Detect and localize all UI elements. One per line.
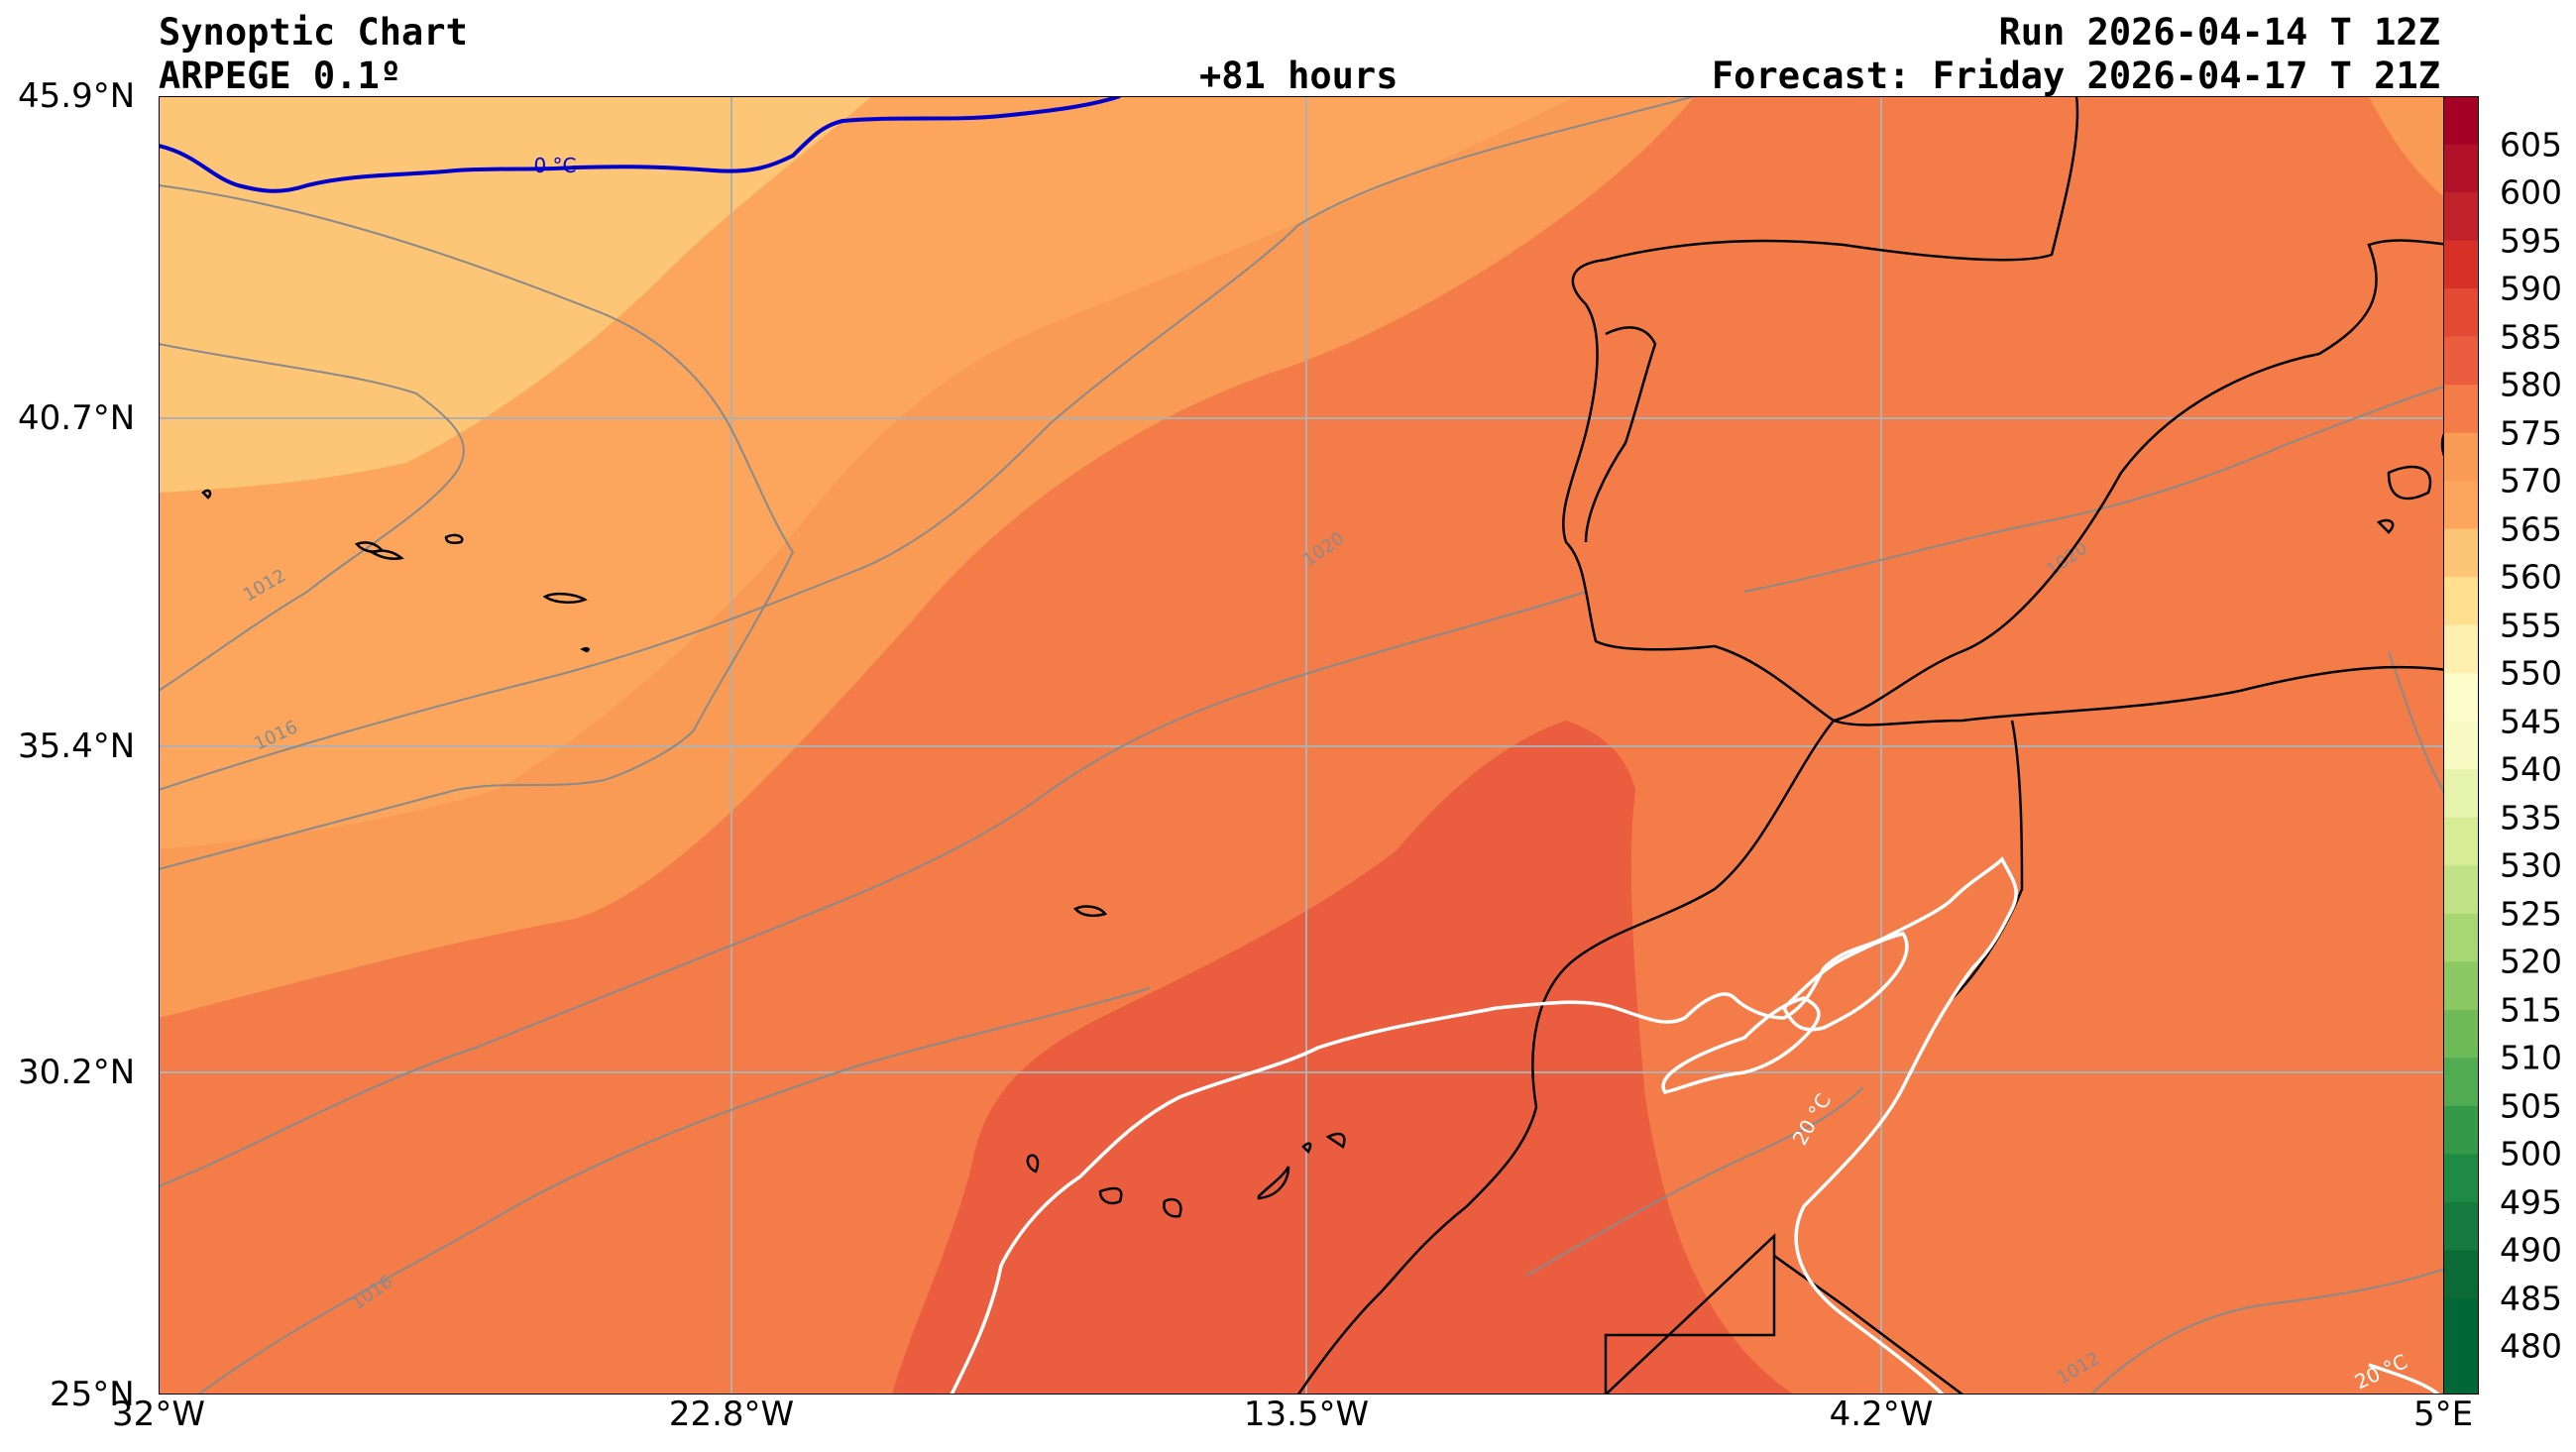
lon-label-4-2w: 4.2°W <box>1829 1395 1934 1434</box>
colorbar-tick-label: 490 <box>2500 1230 2562 1270</box>
colorbar-tick-label: 530 <box>2500 845 2562 885</box>
colorbar-tick-label: 590 <box>2500 269 2562 308</box>
colorbar-cell <box>2443 528 2479 579</box>
colorbar-cell <box>2443 1009 2479 1060</box>
colorbar-tick-label: 580 <box>2500 365 2562 404</box>
lon-label-32w: 32°W <box>112 1395 205 1434</box>
colorbar-tick-label: 565 <box>2500 509 2562 549</box>
colorbar-cell <box>2443 817 2479 867</box>
colorbar-cell <box>2443 1250 2479 1299</box>
colorbar-cell <box>2443 961 2479 1011</box>
colorbar-tick-label: 600 <box>2500 172 2562 212</box>
map-panel: 1012 1016 1016 1020 1020 1012 <box>159 96 2454 1395</box>
colorbar-tick-label: 485 <box>2500 1279 2562 1318</box>
lon-label-22-8w: 22.8°W <box>668 1395 795 1434</box>
colorbar-tick-label: 595 <box>2500 221 2562 261</box>
colorbar-cell <box>2443 192 2479 242</box>
colorbar-tick-label: 550 <box>2500 653 2562 693</box>
lead-time: +81 hours <box>1199 55 1399 97</box>
colorbar-tick-label: 560 <box>2500 557 2562 597</box>
colorbar-tick-label: 510 <box>2500 1038 2562 1077</box>
forecast-time: Forecast: Friday 2026-04-17 T 21Z <box>1711 55 2440 97</box>
colorbar-cell <box>2443 288 2479 338</box>
band-555-560 <box>159 96 872 493</box>
run-time: Run 2026-04-14 T 12Z <box>1998 11 2440 54</box>
colorbar-tick-label: 525 <box>2500 894 2562 934</box>
colorbar-tick-label: 605 <box>2500 125 2562 165</box>
colorbar-cell <box>2443 673 2479 723</box>
colorbar-cell <box>2443 385 2479 434</box>
colorbar-tick-label: 520 <box>2500 942 2562 981</box>
lon-label-13-5w: 13.5°W <box>1243 1395 1370 1434</box>
lat-label-35-4: 35.4°N <box>18 726 136 766</box>
isobars <box>159 96 2454 1395</box>
colorbar-tick-label: 495 <box>2500 1182 2562 1222</box>
band-575-580 <box>892 721 1794 1395</box>
lat-label-30-2: 30.2°N <box>18 1053 136 1092</box>
freezing-isotherm <box>159 96 1121 193</box>
colorbar-cell <box>2443 240 2479 290</box>
colorbar-cell <box>2443 721 2479 771</box>
colorbar-cell <box>2443 624 2479 675</box>
colorbar-tick-label: 505 <box>2500 1086 2562 1126</box>
colorbar-cell <box>2443 1105 2479 1156</box>
lon-label-5e: 5°E <box>2412 1395 2474 1434</box>
colorbar-tick-label: 480 <box>2500 1326 2562 1366</box>
colorbar-cell <box>2443 432 2479 483</box>
colorbar-tick-label: 545 <box>2500 702 2562 741</box>
lat-label-25: 25°N <box>50 1375 135 1414</box>
colorbar-cell <box>2443 1154 2479 1203</box>
colorbar-tick-label: 585 <box>2500 317 2562 357</box>
lat-label-45-9: 45.9°N <box>18 76 136 116</box>
colorbar-tick-label: 540 <box>2500 749 2562 789</box>
chart-title: Synoptic Chart <box>159 11 468 54</box>
colorbar-tick-label: 515 <box>2500 990 2562 1030</box>
colorbar-tick-label: 570 <box>2500 461 2562 501</box>
colorbar-cell <box>2443 1346 2479 1395</box>
freezing-isotherm-label: 0 °C <box>533 154 576 177</box>
colorbar-cell <box>2443 769 2479 819</box>
colorbar-cell <box>2443 96 2479 146</box>
colorbar-tick-label: 535 <box>2500 798 2562 838</box>
colorbar-cell <box>2443 1058 2479 1107</box>
colorbar-tick-label: 500 <box>2500 1134 2562 1173</box>
colorbar-cell <box>2443 1297 2479 1348</box>
model-name: ARPEGE 0.1º <box>159 55 402 97</box>
colorbar-cell <box>2443 481 2479 530</box>
colorbar <box>2443 96 2479 1395</box>
colorbar-cell <box>2443 1201 2479 1252</box>
band-565-570-ne <box>2369 96 2454 205</box>
graticule <box>159 96 2454 1395</box>
colorbar-cell <box>2443 865 2479 915</box>
colorbar-tick-label: 555 <box>2500 606 2562 645</box>
warm-isotherm <box>950 856 2440 1395</box>
lat-label-40-7: 40.7°N <box>18 398 136 438</box>
colorbar-cell <box>2443 336 2479 387</box>
colorbar-cell <box>2443 577 2479 626</box>
colorbar-cell <box>2443 144 2479 194</box>
colorbar-cell <box>2443 913 2479 963</box>
colorbar-tick-label: 575 <box>2500 413 2562 453</box>
